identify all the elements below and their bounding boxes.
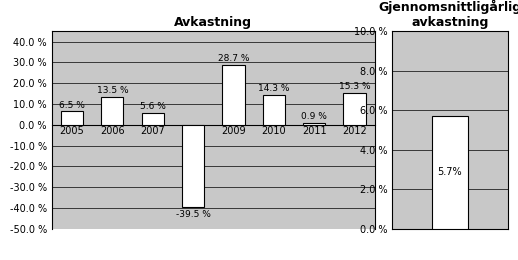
Title: Gjennomsnittligårlig
avkastning: Gjennomsnittligårlig avkastning <box>379 0 518 29</box>
Title: Avkastning: Avkastning <box>174 16 252 29</box>
Text: 14.3 %: 14.3 % <box>258 84 290 93</box>
Text: 0.9 %: 0.9 % <box>301 112 327 121</box>
Text: -39.5 %: -39.5 % <box>176 210 210 219</box>
Text: 13.5 %: 13.5 % <box>96 86 128 95</box>
Text: 5.7%: 5.7% <box>438 167 462 178</box>
Bar <box>343 93 366 125</box>
Bar <box>101 97 123 125</box>
Bar <box>303 123 325 125</box>
Text: 6.5 %: 6.5 % <box>59 101 85 110</box>
Bar <box>222 65 244 125</box>
Text: 5.6 %: 5.6 % <box>140 102 166 112</box>
Bar <box>263 95 285 125</box>
Bar <box>141 113 164 125</box>
Bar <box>432 116 468 229</box>
Bar <box>182 125 204 207</box>
Bar <box>61 111 83 125</box>
Text: 28.7 %: 28.7 % <box>218 54 249 63</box>
Text: 15.3 %: 15.3 % <box>339 82 370 91</box>
